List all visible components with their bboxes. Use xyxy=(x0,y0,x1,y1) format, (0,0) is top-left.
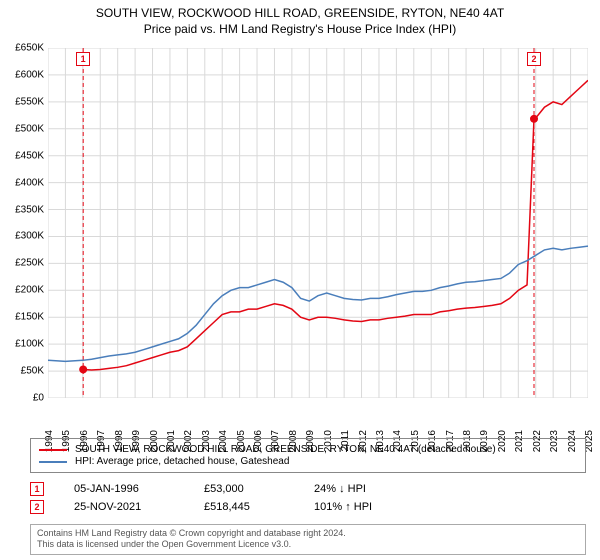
title-address: SOUTH VIEW, ROCKWOOD HILL ROAD, GREENSID… xyxy=(0,6,600,20)
chart-event-badge: 1 xyxy=(76,52,90,66)
event-delta: 101% ↑ HPI xyxy=(314,501,424,513)
title-subtitle: Price paid vs. HM Land Registry's House … xyxy=(0,22,600,36)
chart-plot-area xyxy=(48,48,588,398)
y-tick-label: £250K xyxy=(15,258,44,269)
legend-label: HPI: Average price, detached house, Gate… xyxy=(75,456,289,467)
event-marker-badge: 2 xyxy=(30,500,44,514)
event-date: 05-JAN-1996 xyxy=(74,483,174,495)
y-tick-label: £300K xyxy=(15,231,44,242)
y-tick-label: £650K xyxy=(15,43,44,54)
chart-svg xyxy=(48,48,588,398)
chart-titles: SOUTH VIEW, ROCKWOOD HILL ROAD, GREENSID… xyxy=(0,0,600,38)
legend-label: SOUTH VIEW, ROCKWOOD HILL ROAD, GREENSID… xyxy=(75,444,496,455)
event-row: 1 05-JAN-1996 £53,000 24% ↓ HPI xyxy=(30,482,586,496)
y-tick-label: £500K xyxy=(15,123,44,134)
footer-attribution: Contains HM Land Registry data © Crown c… xyxy=(30,524,586,555)
y-tick-label: £550K xyxy=(15,96,44,107)
event-row: 2 25-NOV-2021 £518,445 101% ↑ HPI xyxy=(30,500,586,514)
footer-line: This data is licensed under the Open Gov… xyxy=(37,539,579,550)
y-tick-label: £450K xyxy=(15,150,44,161)
y-tick-label: £600K xyxy=(15,69,44,80)
y-tick-label: £100K xyxy=(15,339,44,350)
legend-panel: SOUTH VIEW, ROCKWOOD HILL ROAD, GREENSID… xyxy=(30,438,586,473)
legend-swatch xyxy=(39,449,67,451)
y-tick-label: £400K xyxy=(15,177,44,188)
event-price: £53,000 xyxy=(204,483,284,495)
footer-line: Contains HM Land Registry data © Crown c… xyxy=(37,528,579,539)
event-price: £518,445 xyxy=(204,501,284,513)
y-tick-label: £200K xyxy=(15,285,44,296)
y-tick-label: £50K xyxy=(21,366,44,377)
legend-swatch xyxy=(39,461,67,463)
x-axis-labels: 1994199519961997199819992000200120022003… xyxy=(48,400,588,440)
y-axis-labels: £0£50K£100K£150K£200K£250K£300K£350K£400… xyxy=(0,48,46,398)
y-tick-label: £0 xyxy=(33,393,44,404)
legend-row: HPI: Average price, detached house, Gate… xyxy=(39,456,577,467)
chart-event-badge: 2 xyxy=(527,52,541,66)
y-tick-label: £150K xyxy=(15,312,44,323)
y-tick-label: £350K xyxy=(15,204,44,215)
event-delta: 24% ↓ HPI xyxy=(314,483,424,495)
event-marker-badge: 1 xyxy=(30,482,44,496)
legend-row: SOUTH VIEW, ROCKWOOD HILL ROAD, GREENSID… xyxy=(39,444,577,455)
event-date: 25-NOV-2021 xyxy=(74,501,174,513)
events-panel: 1 05-JAN-1996 £53,000 24% ↓ HPI 2 25-NOV… xyxy=(30,478,586,518)
